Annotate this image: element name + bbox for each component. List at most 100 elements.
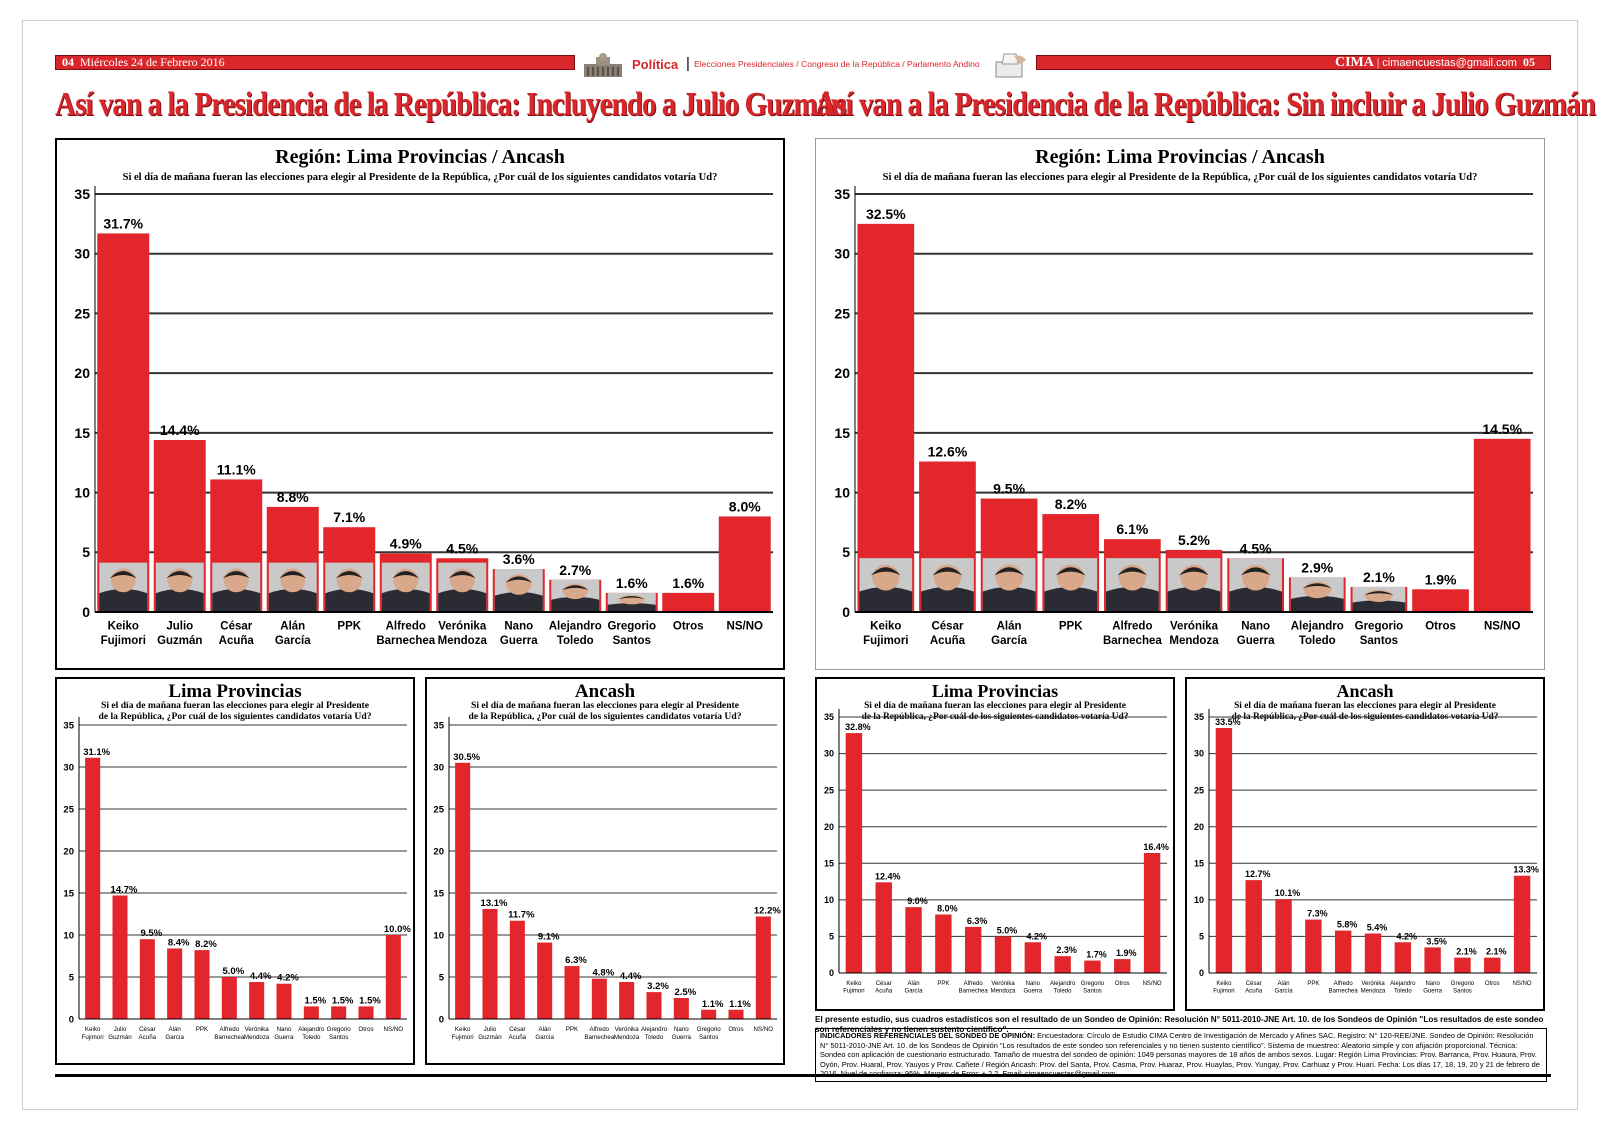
x-category-label: Nano Guerra: [672, 1026, 692, 1041]
bar-value-label: 3.2%: [647, 981, 669, 992]
photo-shoulders: [438, 589, 487, 612]
y-tick-label: 15: [63, 888, 74, 899]
x-category-label: PPK: [1059, 621, 1083, 633]
x-category-label: Otros: [1485, 981, 1500, 987]
x-category-label: Alejandro Toledo: [1050, 981, 1076, 995]
x-category-label-line: Alejandro: [549, 621, 602, 633]
chart-panel-excluding-region: Región: Lima Provincias / Ancash Si el dí…: [815, 138, 1545, 670]
y-tick-label: 25: [433, 804, 444, 815]
candidate-photo-icon: [859, 558, 913, 612]
x-category-label-line: NS/NO: [727, 621, 763, 633]
bar: [964, 926, 982, 973]
ballot-hand-icon: [995, 53, 1026, 78]
bar: [662, 592, 715, 612]
page-number-left: 04: [62, 55, 74, 69]
photo-hair: [505, 576, 533, 583]
candidate-photo-icon: [99, 562, 148, 612]
y-tick-label: 35: [433, 720, 444, 731]
header-bar-left: [55, 55, 575, 70]
y-tick-label: 30: [74, 246, 90, 262]
y-tick-label: 30: [824, 749, 834, 759]
x-category-label-line: Mendoza: [614, 1034, 640, 1041]
x-category-label-line: García: [1275, 989, 1294, 995]
chart-question-line: Si el día de mañana fueran las eleccione…: [864, 701, 1126, 711]
photo-shoulders: [155, 589, 204, 612]
x-category-label-line: Keiko: [85, 1026, 101, 1033]
x-category-label-line: Fujimori: [452, 1034, 474, 1041]
y-tick-label: 35: [63, 720, 74, 731]
bar: [1484, 957, 1501, 973]
bar: [249, 982, 265, 1019]
x-category-label-line: García: [535, 1034, 554, 1041]
x-category-label-line: Otros: [1115, 981, 1130, 987]
x-category-label-line: García: [275, 635, 311, 647]
x-category-label: Julio Guzmán: [478, 1026, 502, 1041]
x-category-label-line: PPK: [196, 1026, 209, 1033]
bar: [935, 914, 952, 973]
x-category-label-line: Fujimori: [843, 989, 864, 995]
bar-value-label: 5.0%: [997, 925, 1018, 935]
x-category-label: Alfredo Barnechea: [376, 621, 435, 647]
bar: [1084, 960, 1101, 973]
subsection-label: Elecciones Presidenciales / Congreso de …: [694, 59, 980, 69]
x-category-label-line: Barnechea: [376, 635, 435, 647]
x-category-label-line: PPK: [1307, 981, 1319, 987]
photo-hair: [1302, 583, 1333, 589]
bar-value-label: 1.6%: [672, 575, 704, 591]
x-category-label-line: Barnechea: [584, 1034, 614, 1041]
x-category-label: Alejandro Toledo: [1291, 621, 1344, 647]
bar-value-label: 5.4%: [1367, 923, 1388, 933]
x-category-label: Alejandro Toledo: [641, 1026, 668, 1041]
bar-value-label: 13.3%: [1513, 865, 1539, 875]
bar-value-label: 11.1%: [217, 461, 256, 477]
y-tick-label: 0: [842, 604, 850, 620]
x-category-label-line: Guerra: [1023, 989, 1042, 995]
y-tick-label: 20: [63, 846, 74, 857]
photo-shoulders: [1290, 595, 1344, 612]
x-category-label-line: NS/NO: [1484, 621, 1520, 633]
chart-excluding-region: Región: Lima Provincias / Ancash Si el dí…: [815, 138, 1545, 670]
chart-title: Región: Lima Provincias / Ancash: [275, 146, 565, 168]
bar: [1215, 727, 1233, 973]
chart-panel-including-lima: Lima Provincias Si el día de mañana fuera…: [55, 677, 415, 1065]
x-category-label-line: Acuña: [139, 1034, 157, 1041]
bar-value-label: 31.7%: [103, 215, 143, 231]
x-category-label-line: Gregorio: [1355, 621, 1404, 633]
x-category-label-line: Keiko: [1216, 981, 1232, 987]
x-category-label-line: Nano: [277, 1026, 292, 1033]
x-category-label: Alfredo Barnechea: [1103, 621, 1162, 647]
x-category-label-line: Otros: [358, 1026, 373, 1033]
y-tick-label: 15: [74, 425, 90, 441]
bar-value-label: 1.6%: [616, 575, 648, 591]
chart-question-line: Si el día de mañana fueran las eleccione…: [1234, 701, 1496, 711]
x-category-label-line: Alán: [538, 1026, 551, 1033]
x-category-label: Alán García: [535, 1026, 554, 1041]
bar: [1454, 957, 1471, 973]
x-category-label: Alán García: [905, 981, 924, 995]
photo-hair: [932, 567, 963, 576]
bar-value-label: 8.2%: [1055, 496, 1087, 512]
x-category-label-line: Alejandro: [298, 1026, 325, 1033]
x-category-label-line: Toledo: [1394, 989, 1412, 995]
x-category-label-line: Alejandro: [641, 1026, 668, 1033]
x-category-label: Nano Guerra: [1237, 621, 1275, 647]
photo-shoulders: [1352, 600, 1406, 612]
x-category-label-line: PPK: [566, 1026, 579, 1033]
x-category-label: Keiko Fujimori: [82, 1026, 104, 1041]
survey-indicators: INDICADORES REFERENCIALES DEL SONDEO DE …: [815, 1028, 1547, 1082]
x-category-label-line: Santos: [1360, 635, 1398, 647]
x-category-label-line: Verónika: [991, 981, 1015, 987]
x-category-label: PPK: [337, 621, 361, 633]
bar-value-label: 2.3%: [1056, 945, 1077, 955]
x-category-label: Gregorio Santos: [1451, 981, 1475, 995]
congress-building-icon: [584, 53, 622, 77]
bar-value-label: 5.2%: [1178, 532, 1210, 548]
header-section: Política | Elecciones Presidenciales / C…: [584, 52, 1030, 78]
bar: [358, 1006, 374, 1019]
x-category-label: Alfredo Barnechea: [584, 1026, 614, 1041]
y-tick-label: 20: [1194, 822, 1204, 832]
x-category-label-line: Nano: [674, 1026, 689, 1033]
x-category-label-line: Otros: [1425, 621, 1456, 633]
x-category-label: Nano Guerra: [274, 1026, 294, 1041]
